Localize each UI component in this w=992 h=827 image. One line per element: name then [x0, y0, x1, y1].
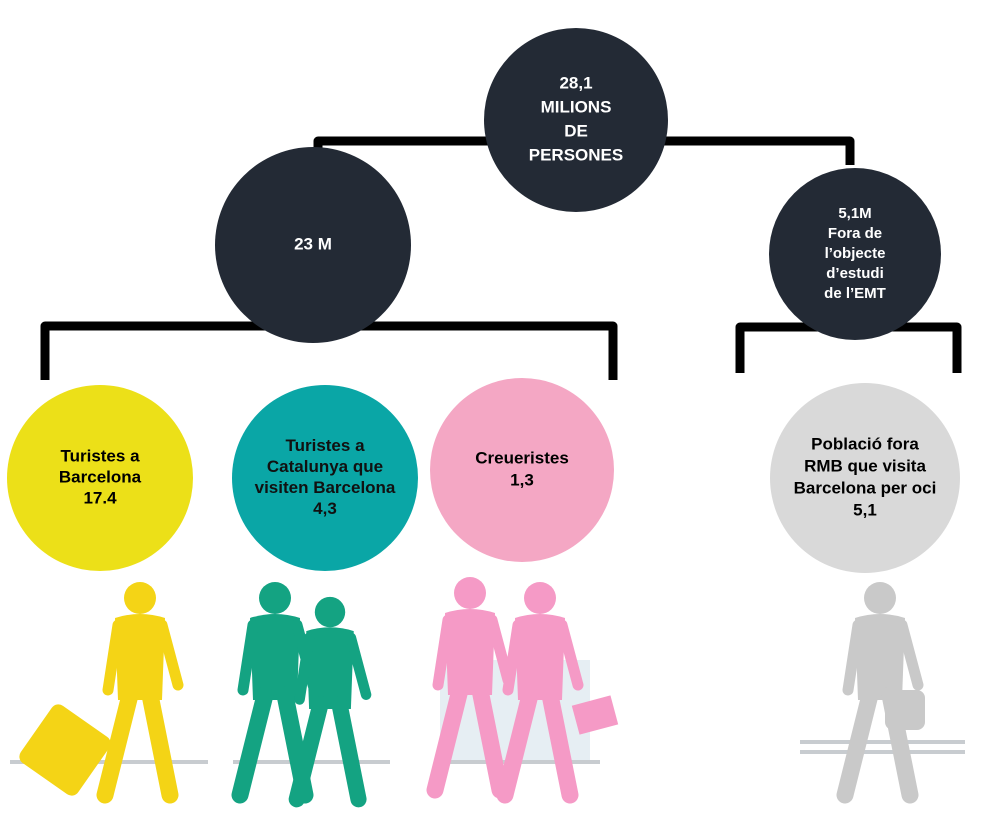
node-label: PERSONES: [529, 145, 623, 164]
silhouette-body: [306, 627, 354, 709]
silhouette-head: [454, 577, 486, 609]
silhouette-head: [259, 582, 291, 614]
node-label: l’objecte: [825, 245, 886, 262]
node-circle: [7, 385, 193, 571]
bag: [885, 690, 925, 730]
node-label: RMB que visita: [804, 456, 926, 475]
node-label: 5,1M: [838, 205, 871, 222]
silhouette-body: [445, 609, 495, 695]
node-label: Població fora: [811, 434, 919, 453]
node-circle: [232, 385, 418, 571]
silhouette-arms: [842, 619, 924, 696]
silhouette-head: [524, 582, 556, 614]
silhouette-head: [864, 582, 896, 614]
node-label: d’estudi: [826, 265, 884, 282]
silhouette-arms: [502, 619, 584, 696]
node-label: 23 M: [294, 234, 332, 253]
silhouette-body: [855, 614, 905, 700]
silhouette-legs: [496, 686, 579, 804]
node-label: 5,1: [853, 500, 877, 519]
node-circle: [769, 168, 941, 340]
silhouette-body: [515, 614, 565, 700]
node-label: Barcelona per oci: [794, 478, 937, 497]
silhouette-legs: [426, 681, 509, 799]
node-circle: [215, 147, 411, 343]
node-label: MILIONS: [541, 97, 612, 116]
node-label: 1,3: [510, 470, 534, 489]
node-label: 17.4: [83, 488, 117, 507]
silhouette-arms: [432, 614, 514, 691]
node-label: de l’EMT: [824, 285, 886, 302]
silhouette-arms: [294, 632, 372, 705]
silhouette-head: [124, 582, 156, 614]
silhouette-head: [314, 596, 346, 628]
node-label: visiten Barcelona: [255, 478, 396, 497]
silhouette-legs: [288, 696, 367, 808]
silhouette-body: [250, 614, 300, 700]
silhouettes: [19, 577, 925, 808]
node-label: Turistes a: [60, 446, 140, 465]
node-label: 4,3: [313, 499, 337, 518]
silhouette-arms: [102, 619, 184, 696]
node-label: Catalunya que: [267, 457, 383, 476]
node-label: DE: [564, 121, 588, 140]
node-label: Creueristes: [475, 448, 569, 467]
bag: [571, 695, 619, 735]
nodes: 28,1 MILIONS DE PERSONES 23 M 5,1M Fora de l’ob…: [7, 28, 960, 573]
silhouette-body: [115, 614, 165, 700]
node-circle: [484, 28, 668, 212]
node-circle: [770, 383, 960, 573]
silhouette-legs: [96, 686, 179, 804]
suitcase: [19, 704, 111, 796]
node-label: Turistes a: [285, 436, 365, 455]
node-label: 28,1: [559, 73, 592, 92]
node-circle: [430, 378, 614, 562]
node-label: Fora de: [828, 225, 882, 242]
node-label: Barcelona: [59, 467, 142, 486]
